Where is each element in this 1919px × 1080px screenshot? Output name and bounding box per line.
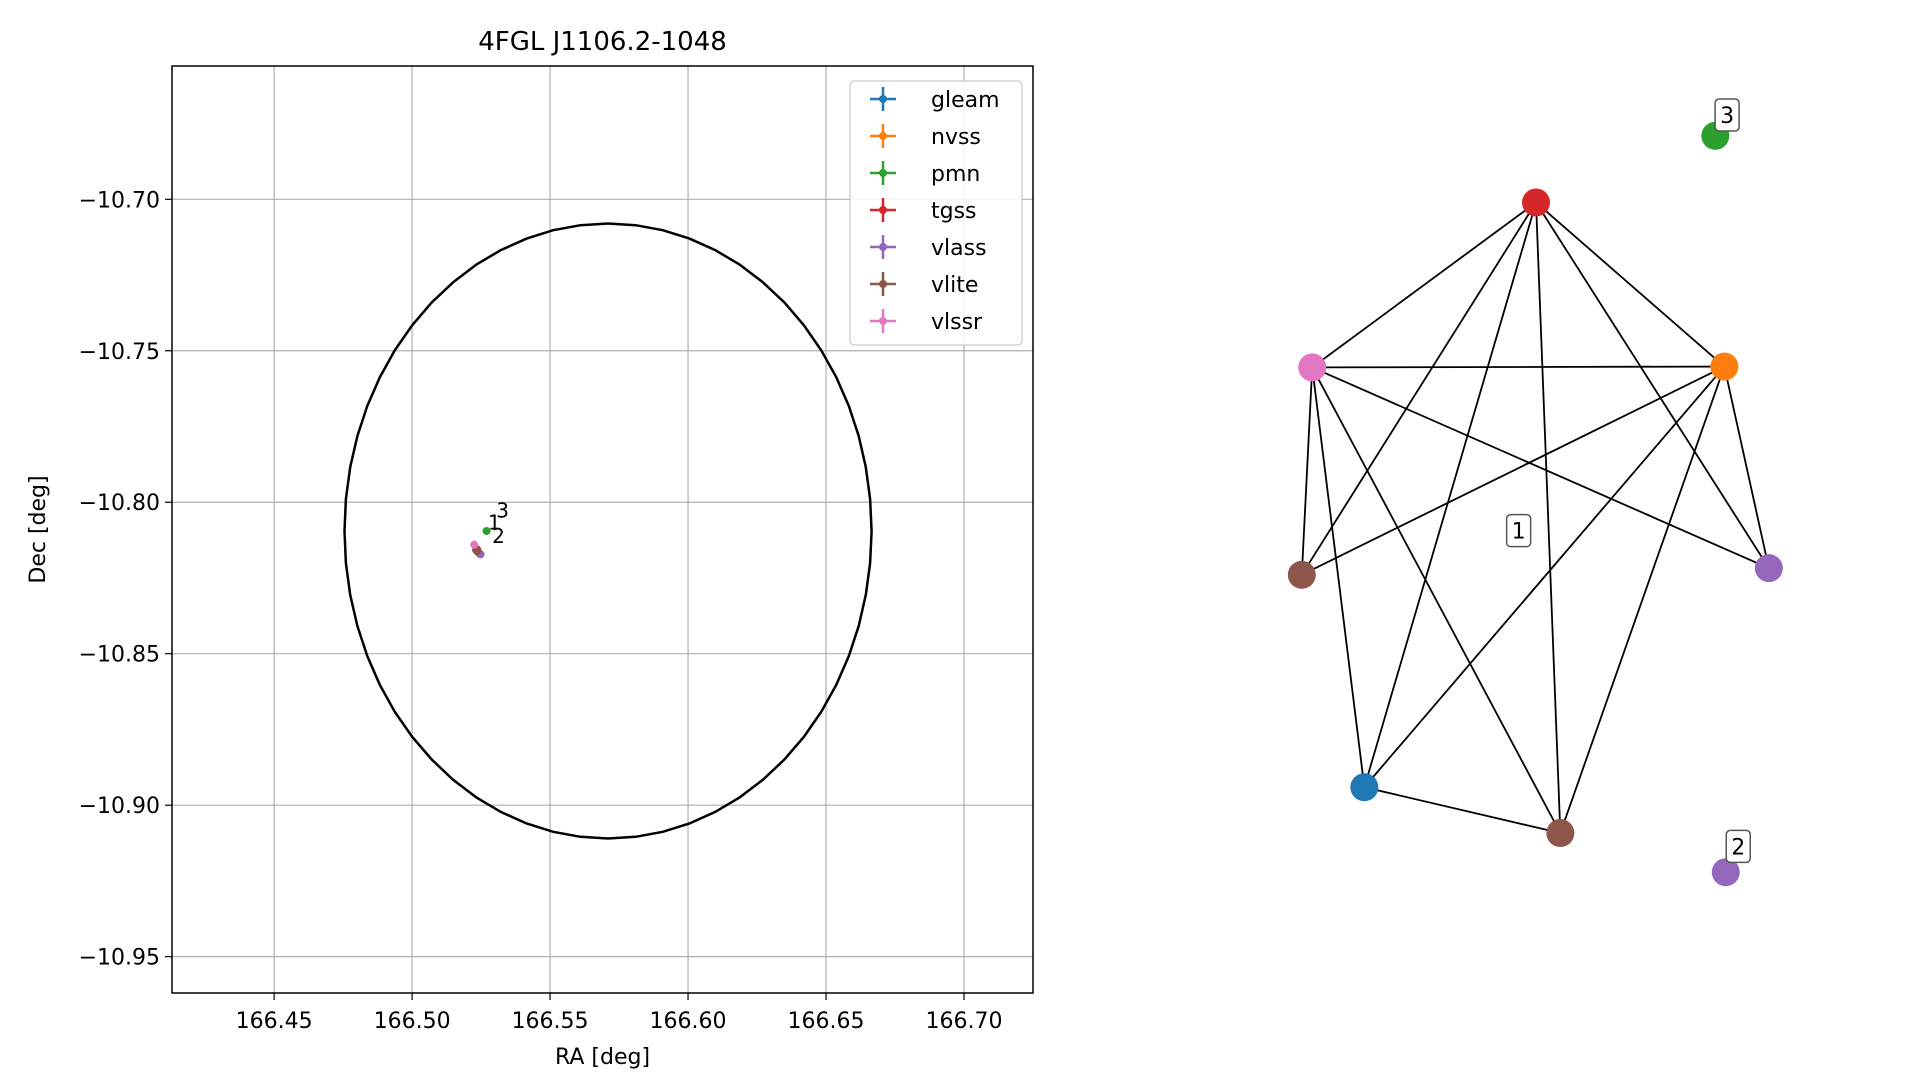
uncertainty-ellipse (343, 222, 873, 840)
graph-node-purple-2 (1711, 858, 1740, 887)
graph-node-brown-bot (1546, 819, 1575, 848)
legend-dot-gleam (879, 95, 887, 103)
legend-label-vlass: vlass (931, 236, 987, 261)
y-tick-label: −10.90 (79, 794, 160, 819)
component-label: 1 (1512, 520, 1526, 545)
graph-edge (1535, 201, 1725, 368)
graph-edge (1723, 366, 1770, 569)
graph-node-red (1522, 188, 1551, 217)
y-ticks: −10.70 −10.75 −10.80 −10.85 −10.90 −10.95 (79, 188, 172, 971)
x-tick-label: 166.55 (512, 1009, 589, 1034)
y-tick-label: −10.75 (79, 340, 160, 365)
legend-dot-vlass (879, 243, 887, 251)
legend-dot-nvss (879, 132, 887, 140)
graph-edge (1535, 202, 1562, 834)
x-axis-label: RA [deg] (555, 1045, 650, 1070)
sky-position-chart: 4FGL J1106.2-1048 312 166.45 166.50 166.55… (26, 27, 1034, 1070)
chart-title: 4FGL J1106.2-1048 (478, 27, 727, 57)
graph-edge (1364, 786, 1561, 834)
graph-node-blue (1350, 773, 1379, 802)
legend-dot-vlssr (879, 317, 887, 325)
y-tick-label: −10.80 (79, 491, 160, 516)
points-layer (470, 527, 491, 559)
point-vlssr (470, 540, 479, 549)
x-tick-label: 166.60 (650, 1009, 727, 1034)
x-tick-label: 166.50 (374, 1009, 451, 1034)
component-label-box (1505, 513, 1532, 548)
network-graph: 1 3 2 (1287, 98, 1783, 887)
y-tick-label: −10.70 (79, 188, 160, 213)
graph-edge (1559, 366, 1726, 834)
legend-box (849, 80, 1023, 346)
graph-edge (1363, 365, 1726, 788)
graph-node-pink (1298, 353, 1327, 382)
graph-node-purple (1754, 554, 1783, 583)
component-labels: 1 3 2 (1505, 98, 1752, 864)
graph-edge (1535, 201, 1770, 569)
graph-node-brown-top (1287, 560, 1316, 589)
graph-edge (1301, 365, 1725, 576)
annotation-layer: 312 (488, 498, 509, 548)
legend-label-vlite: vlite (931, 273, 978, 298)
legend-label-pmn: pmn (931, 162, 980, 187)
y-axis-label: Dec [deg] (26, 475, 51, 583)
legend-label-gleam: gleam (931, 88, 1000, 113)
graph-edge (1301, 201, 1537, 576)
source-annotation: 3 (496, 498, 509, 522)
legend: gleam nvss pmn tgss vlass vlite vlssr (849, 80, 1023, 346)
axes-frame (171, 65, 1034, 994)
legend-dot-vlite (879, 280, 887, 288)
x-tick-label: 166.70 (926, 1009, 1003, 1034)
component-label: 2 (1731, 835, 1745, 860)
component-label-box (1725, 829, 1752, 864)
x-ticks: 166.45 166.50 166.55 166.60 166.65 166.70 (236, 993, 1003, 1034)
graph-edge (1300, 367, 1314, 575)
legend-label-tgss: tgss (931, 199, 977, 224)
legend-dot-pmn (879, 169, 887, 177)
legend-dot-tgss (879, 206, 887, 214)
graph-edge (1363, 202, 1537, 788)
legend-label-nvss: nvss (931, 125, 981, 150)
component-label-box (1714, 98, 1740, 132)
source-annotation: 1 (488, 511, 501, 535)
point-vlite (473, 547, 482, 556)
legend-label-vlssr: vlssr (931, 310, 983, 335)
y-tick-label: −10.95 (79, 946, 160, 971)
component-label: 3 (1720, 104, 1734, 129)
source-annotation: 2 (492, 524, 505, 548)
graph-node-orange (1710, 352, 1739, 381)
graph-edge (1311, 366, 1562, 834)
point-pmn (482, 527, 491, 536)
y-tick-label: −10.85 (79, 643, 160, 668)
ellipse-layer (343, 222, 873, 840)
graph-edge (1311, 366, 1770, 569)
graph-edge (1311, 201, 1537, 369)
graph-edge (1312, 365, 1725, 369)
graph-edges (1300, 201, 1770, 834)
x-tick-label: 166.45 (236, 1009, 313, 1034)
graph-edge (1311, 367, 1366, 788)
x-tick-label: 166.65 (788, 1009, 865, 1034)
